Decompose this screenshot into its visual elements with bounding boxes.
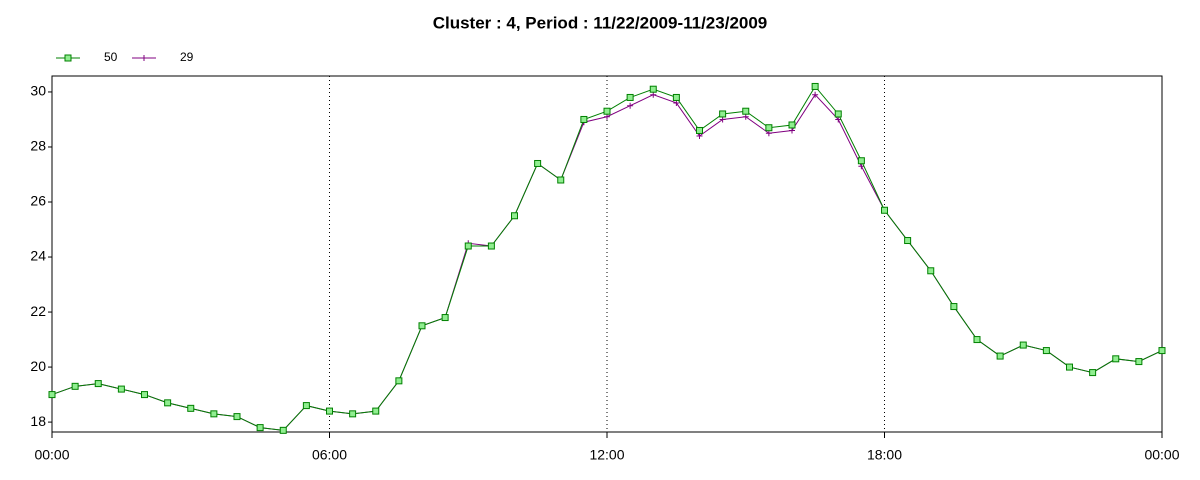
marker xyxy=(881,206,888,214)
marker xyxy=(835,116,842,123)
marker xyxy=(534,159,542,167)
marker xyxy=(487,242,495,250)
marker xyxy=(973,336,981,344)
marker xyxy=(1066,363,1073,371)
marker xyxy=(418,322,426,330)
marker xyxy=(626,93,634,101)
y-tick-label: 24 xyxy=(30,248,46,264)
marker xyxy=(742,107,750,115)
marker xyxy=(256,424,264,432)
marker xyxy=(950,303,958,311)
marker xyxy=(904,237,912,245)
marker xyxy=(117,385,125,393)
marker xyxy=(395,377,403,385)
x-tick-label: 00:00 xyxy=(34,447,69,463)
marker xyxy=(48,391,56,399)
marker xyxy=(580,115,588,123)
marker xyxy=(788,121,796,129)
marker xyxy=(927,267,935,275)
marker xyxy=(372,407,380,415)
marker xyxy=(673,99,680,106)
marker xyxy=(811,82,819,90)
marker xyxy=(858,163,865,170)
legend-label: 29 xyxy=(180,50,194,64)
marker xyxy=(696,132,703,139)
marker xyxy=(765,130,772,137)
x-tick-label: 18:00 xyxy=(867,447,902,463)
marker xyxy=(719,110,727,118)
marker xyxy=(233,413,241,421)
marker xyxy=(1019,341,1027,349)
x-tick-label: 12:00 xyxy=(589,447,624,463)
marker xyxy=(603,107,611,115)
y-tick-label: 18 xyxy=(30,413,46,429)
y-tick-label: 22 xyxy=(30,303,46,319)
y-tick-label: 30 xyxy=(30,83,46,99)
marker xyxy=(187,404,195,412)
marker xyxy=(1042,347,1050,355)
marker xyxy=(141,391,148,399)
x-tick-label: 06:00 xyxy=(312,447,347,463)
marker xyxy=(650,91,657,98)
marker xyxy=(672,93,680,101)
marker xyxy=(1158,347,1166,355)
marker xyxy=(164,399,172,407)
marker xyxy=(94,380,102,388)
marker xyxy=(834,110,842,118)
marker xyxy=(71,382,79,390)
marker xyxy=(604,113,610,120)
marker xyxy=(349,410,357,418)
marker xyxy=(557,176,565,184)
marker xyxy=(742,113,749,120)
marker xyxy=(812,91,819,98)
marker xyxy=(696,126,703,134)
x-tick-label: 00:00 xyxy=(1144,447,1179,463)
marker xyxy=(1112,355,1120,363)
marker xyxy=(719,116,726,123)
marker xyxy=(765,124,773,132)
marker xyxy=(649,85,657,93)
series-line xyxy=(51,85,1163,431)
marker xyxy=(789,127,795,134)
marker xyxy=(326,407,333,415)
y-tick-label: 26 xyxy=(30,193,46,209)
chart-title: Cluster : 4, Period : 11/22/2009-11/23/2… xyxy=(433,13,768,32)
legend-marker xyxy=(141,55,147,61)
marker xyxy=(1135,358,1143,366)
legend-label: 50 xyxy=(104,50,118,64)
marker xyxy=(1089,369,1097,377)
y-tick-label: 20 xyxy=(30,358,46,374)
marker xyxy=(210,410,218,418)
marker xyxy=(441,314,449,322)
y-tick-label: 28 xyxy=(30,138,46,154)
marker xyxy=(996,352,1004,360)
marker xyxy=(627,102,634,109)
marker xyxy=(464,242,472,250)
plot-frame xyxy=(51,75,1163,433)
marker xyxy=(857,157,865,165)
legend-marker xyxy=(64,54,72,62)
marker xyxy=(279,426,287,434)
marker xyxy=(302,402,310,410)
marker xyxy=(511,212,518,220)
